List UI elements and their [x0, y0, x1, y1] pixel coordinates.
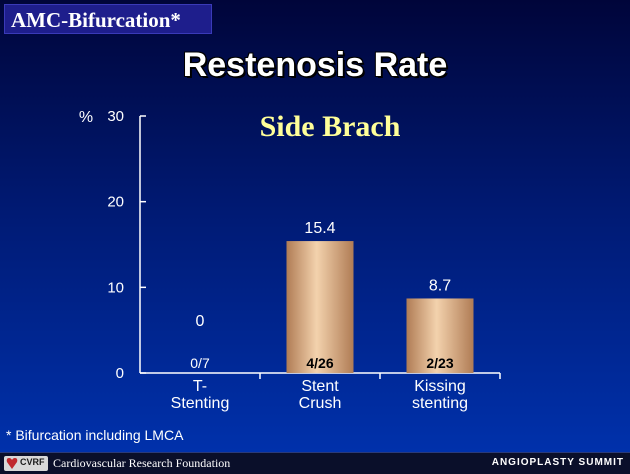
bar	[406, 298, 474, 373]
y-tick-label: 10	[107, 279, 124, 296]
value-label: 8.7	[429, 277, 451, 294]
footnote: * Bifurcation including LMCA	[6, 427, 184, 443]
y-tick-label: 30	[107, 108, 124, 125]
x-tick-label: Stenting	[171, 395, 230, 412]
bar-chart: Side Brach % 0 10 20 30 T-Stenting StentCrus…	[79, 108, 501, 412]
x-tick-label: Crush	[299, 395, 342, 412]
heart-icon	[6, 458, 18, 469]
cvrf-logo: CVRF	[4, 456, 48, 471]
x-tick-label: T-	[193, 378, 207, 395]
value-label: 15.4	[304, 220, 335, 237]
count-label: 4/26	[306, 355, 333, 371]
slide-title: Restenosis Rate	[182, 46, 448, 84]
count-label: 0/7	[190, 355, 210, 371]
data-labels: 0 0/7 15.4 4/26 8.7 2/23	[190, 220, 454, 371]
x-tick-label: stenting	[412, 395, 468, 412]
y-tick-label: 0	[116, 365, 124, 382]
y-axis: 0 10 20 30	[107, 108, 146, 382]
footer-bar: CVRF Cardiovascular Research Foundation …	[0, 452, 630, 474]
bar	[286, 241, 354, 373]
x-tick-label: Stent	[301, 378, 339, 395]
value-label: 0	[196, 313, 205, 330]
y-tick-label: 20	[107, 194, 124, 211]
organization-name: Cardiovascular Research Foundation	[53, 456, 231, 470]
bars	[286, 241, 474, 373]
y-axis-label: %	[79, 109, 93, 126]
x-tick-label: Kissing	[414, 378, 466, 395]
event-name: ANGIOPLASTY SUMMIT	[491, 457, 624, 468]
logo-text: CVRF	[20, 457, 45, 467]
chart-title: Side Brach	[260, 110, 401, 143]
section-badge: AMC-Bifurcation*	[4, 4, 212, 34]
count-label: 2/23	[426, 355, 453, 371]
